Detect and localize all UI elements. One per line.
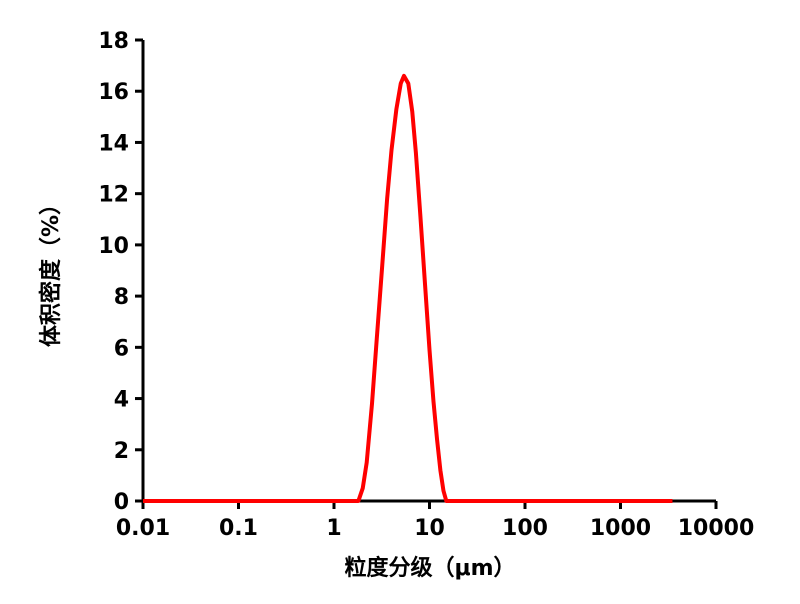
x-tick-label: 10 (414, 516, 445, 541)
y-tick-label: 14 (98, 131, 129, 156)
y-tick-label: 16 (98, 80, 129, 105)
y-tick-label: 10 (98, 234, 129, 259)
y-tick-label: 12 (98, 183, 129, 208)
y-tick-label: 2 (114, 439, 129, 464)
y-tick-label: 4 (114, 388, 129, 413)
y-tick-label: 18 (98, 29, 129, 54)
y-axis-label: 体积密度（%） (38, 193, 64, 347)
data-line (143, 73, 673, 503)
x-axis-label: 粒度分级（μm） (344, 555, 515, 581)
x-tick-label: 10000 (678, 516, 755, 541)
x-tick-label: 0.01 (116, 516, 170, 541)
y-tick-label: 8 (114, 285, 129, 310)
y-tick-label: 0 (114, 490, 129, 515)
x-tick-label: 1 (326, 516, 341, 541)
x-tick-label: 0.1 (219, 516, 258, 541)
x-tick-label: 1000 (590, 516, 651, 541)
y-tick-label: 6 (114, 336, 129, 361)
x-tick-label: 100 (502, 516, 548, 541)
